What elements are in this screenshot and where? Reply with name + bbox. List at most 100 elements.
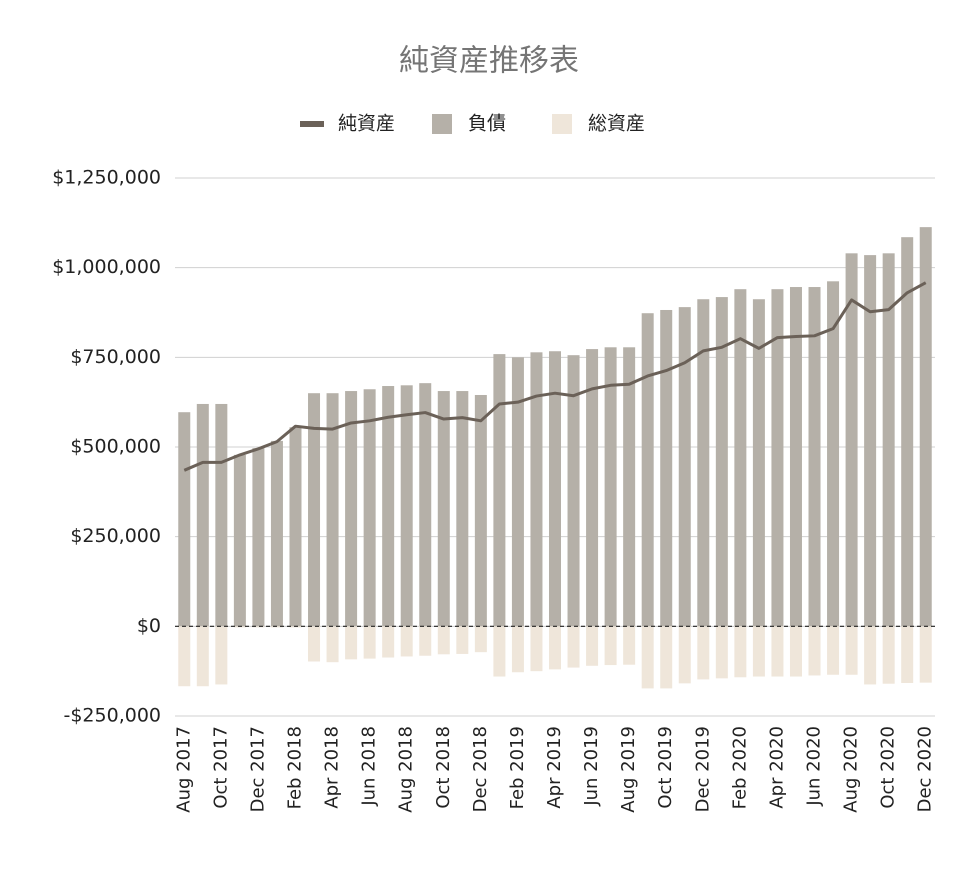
bar [715, 297, 728, 627]
bar [901, 626, 914, 684]
bar [604, 347, 617, 627]
bar [474, 626, 487, 653]
bar [901, 237, 914, 627]
x-tick-label: Feb 2018 [284, 726, 305, 809]
bar [437, 391, 450, 627]
bar [827, 281, 840, 627]
x-tick-label: Dec 2019 [692, 726, 713, 812]
line [183, 281, 927, 472]
bar [400, 626, 413, 657]
bar [456, 626, 469, 654]
legend-label: 純資産 [338, 113, 395, 135]
bar [196, 403, 209, 627]
x-tick-label: Feb 2020 [729, 726, 750, 809]
bar [789, 287, 802, 627]
bar [586, 626, 599, 666]
chart-title: 純資産推移表 [399, 44, 579, 79]
bar [752, 626, 765, 677]
bar [919, 626, 932, 683]
y-tick-label: $250,000 [70, 525, 161, 547]
bar [530, 352, 543, 627]
x-tick-label: Aug 2019 [618, 726, 639, 813]
y-tick-label: $500,000 [70, 436, 161, 458]
bar [567, 355, 580, 627]
bar [882, 626, 895, 684]
bar [845, 253, 858, 627]
bar [549, 351, 561, 627]
x-tick-label: Oct 2017 [210, 726, 231, 809]
bar [567, 626, 580, 668]
y-tick-label: $1,000,000 [52, 256, 161, 278]
bar [715, 626, 728, 679]
bar [400, 385, 413, 627]
x-tick-label: Dec 2017 [247, 726, 268, 812]
bar [697, 626, 710, 680]
bar [196, 626, 209, 687]
bar [474, 394, 487, 627]
bar [419, 383, 432, 627]
x-tick-label: Apr 2019 [544, 726, 565, 809]
bar [678, 626, 691, 684]
bar [586, 349, 599, 627]
bar [326, 626, 339, 663]
x-tick-label: Jun 2018 [359, 726, 380, 807]
bar [919, 227, 932, 627]
bar [771, 626, 784, 677]
bar [808, 626, 821, 676]
bar [697, 299, 710, 627]
bar [270, 440, 283, 627]
x-tick-label: Jun 2020 [804, 726, 825, 807]
x-tick-label: Feb 2019 [507, 726, 528, 809]
x-tick-label: Oct 2019 [655, 726, 676, 809]
x-tick-label: Oct 2018 [433, 726, 454, 809]
bar [864, 255, 877, 627]
x-tick-label: Dec 2020 [915, 726, 936, 812]
bar [882, 253, 895, 627]
bar [363, 389, 376, 627]
bar [252, 448, 265, 627]
bar [678, 307, 691, 627]
bar [252, 626, 265, 628]
bar [419, 626, 432, 656]
x-tick-label: Oct 2020 [878, 726, 899, 809]
bar [382, 626, 395, 658]
bar [511, 357, 524, 627]
bar [530, 626, 543, 672]
x-tick-label: Apr 2018 [322, 726, 343, 809]
bar [623, 347, 636, 627]
bar [734, 289, 747, 627]
x-tick-label: Jun 2019 [581, 726, 602, 807]
legend-label: 総資産 [588, 113, 645, 135]
bar [363, 626, 376, 659]
bar [456, 391, 469, 627]
bar [437, 626, 450, 655]
bar [511, 626, 524, 673]
bar [845, 626, 858, 675]
bar [660, 309, 673, 627]
bar [178, 412, 191, 627]
bar [641, 313, 654, 627]
bar [660, 626, 673, 689]
bar [493, 354, 506, 627]
bar [215, 403, 228, 627]
bar [326, 393, 339, 627]
bar [493, 626, 506, 677]
bar [345, 391, 358, 627]
y-tick-label: -$250,000 [63, 705, 161, 727]
legend-swatch [552, 114, 572, 134]
x-tick-label: Aug 2020 [841, 726, 862, 813]
y-tick-label: $1,250,000 [52, 167, 161, 189]
y-tick-label: $0 [137, 615, 161, 637]
bar [864, 626, 877, 685]
bar [789, 626, 802, 677]
bar [827, 626, 840, 675]
bar [808, 287, 821, 627]
bar [623, 626, 636, 665]
bar [308, 626, 321, 662]
bar [604, 626, 617, 666]
bar [308, 393, 321, 627]
bar [752, 299, 765, 627]
bar [549, 626, 561, 670]
bar [771, 289, 784, 627]
